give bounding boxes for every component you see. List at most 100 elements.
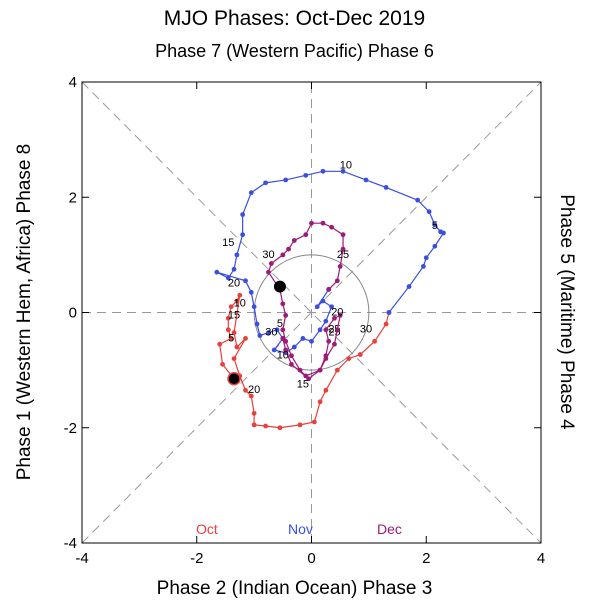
legend-nov: Nov: [288, 521, 313, 537]
data-point-nov: [386, 310, 392, 315]
data-point-oct: [217, 341, 223, 347]
data-point-dec: [334, 278, 340, 284]
data-point-nov: [214, 269, 220, 275]
data-point-nov: [317, 327, 323, 333]
data-point-dec: [306, 376, 312, 382]
x-tick-label: -4: [75, 550, 88, 567]
data-point-oct: [234, 344, 240, 350]
day-label-dec: 20: [331, 306, 343, 318]
day-label-nov: 15: [222, 237, 234, 249]
unit-circle: [253, 254, 370, 371]
y-tick-label: -2: [64, 420, 77, 437]
series-line-oct: [219, 294, 390, 429]
data-point-dec: [266, 269, 271, 275]
data-point-dec: [268, 261, 274, 266]
data-point-nov: [266, 330, 271, 336]
data-point-nov: [251, 304, 257, 310]
legend-oct: Oct: [196, 521, 218, 537]
data-point-nov: [423, 255, 429, 261]
data-point-oct: [243, 336, 248, 341]
data-point-nov: [234, 252, 240, 258]
data-point-nov: [283, 177, 289, 183]
data-point-oct: [383, 321, 389, 327]
data-point-dec: [280, 301, 286, 307]
data-point-dec: [337, 264, 343, 269]
y-tick-label: 2: [69, 189, 77, 206]
data-point-nov: [300, 336, 306, 341]
data-point-dec: [283, 312, 289, 318]
data-point-nov: [263, 180, 268, 186]
day-label-oct: 30: [360, 324, 372, 336]
data-point-dec: [289, 353, 294, 359]
data-point-nov: [240, 232, 246, 238]
data-point-dec: [291, 238, 297, 243]
data-point-dec: [329, 224, 334, 230]
data-point-nov: [320, 298, 326, 304]
y-tick-label: 0: [69, 305, 77, 322]
day-label-oct: 15: [228, 309, 240, 321]
data-point-oct: [277, 425, 283, 431]
data-point-dec: [280, 252, 286, 258]
data-point-nov: [420, 264, 426, 269]
day-label-dec: 30: [262, 249, 274, 261]
data-point-nov: [323, 318, 329, 324]
data-point-oct: [225, 327, 231, 333]
day-label-dec: 25: [337, 249, 349, 261]
data-point-oct: [248, 393, 254, 399]
data-point-nov: [329, 304, 334, 310]
chart-title: MJO Phases: Oct-Dec 2019: [163, 7, 426, 30]
chart-subtitle: Phase 7 (Western Pacific) Phase 6: [155, 41, 434, 61]
day-label-nov: 10: [340, 159, 352, 171]
data-point-dec: [334, 327, 340, 333]
data-point-nov: [415, 197, 421, 203]
data-point-dec: [323, 327, 329, 333]
data-point-dec: [332, 315, 337, 321]
data-point-nov: [320, 168, 326, 174]
data-point-nov: [303, 172, 309, 178]
data-point-dec: [337, 312, 343, 318]
phase-divider-diagonal: [81, 81, 542, 544]
data-point-oct: [323, 387, 329, 393]
data-point-oct: [225, 315, 231, 321]
data-point-oct: [228, 304, 234, 310]
x-axis-label: Phase 2 (Indian Ocean) Phase 3: [156, 578, 433, 599]
data-point-nov: [231, 266, 237, 272]
day-label-oct: 20: [248, 384, 260, 396]
data-point-nov: [243, 278, 248, 284]
data-point-nov: [426, 209, 432, 215]
data-point-dec: [286, 246, 291, 252]
day-label-nov: 30: [265, 327, 277, 339]
data-point-oct: [220, 361, 225, 367]
data-point-nov: [225, 275, 231, 281]
data-point-dec: [326, 338, 332, 344]
data-point-nov: [240, 212, 246, 217]
y-axis-label-left: Phase 1 (Western Hem, Africa) Phase 8: [14, 143, 35, 481]
data-point-oct: [231, 356, 237, 361]
data-point-dec: [323, 356, 329, 361]
data-point-dec: [320, 220, 326, 226]
data-point-nov: [254, 321, 260, 327]
data-point-dec: [340, 232, 346, 238]
data-point-oct: [346, 356, 352, 361]
y-tick-label: 4: [69, 74, 77, 91]
day-label-dec: 5: [277, 318, 283, 330]
y-tick-label: -4: [64, 535, 77, 552]
data-point-nov: [248, 289, 254, 295]
data-point-oct: [251, 422, 257, 428]
data-point-nov: [432, 222, 438, 228]
data-point-oct: [263, 423, 268, 429]
data-point-dec: [326, 287, 332, 292]
day-label-dec: 10: [277, 350, 289, 362]
data-point-dec: [280, 336, 286, 341]
start-marker: [227, 372, 241, 386]
x-tick-label: 0: [307, 550, 315, 567]
end-marker: [273, 280, 286, 293]
data-point-nov: [438, 229, 443, 235]
data-point-dec: [309, 220, 314, 226]
data-point-dec: [283, 347, 289, 353]
data-point-nov: [309, 338, 314, 344]
data-point-nov: [383, 185, 389, 190]
data-point-oct: [228, 336, 234, 341]
day-label-dec: 15: [297, 378, 309, 390]
